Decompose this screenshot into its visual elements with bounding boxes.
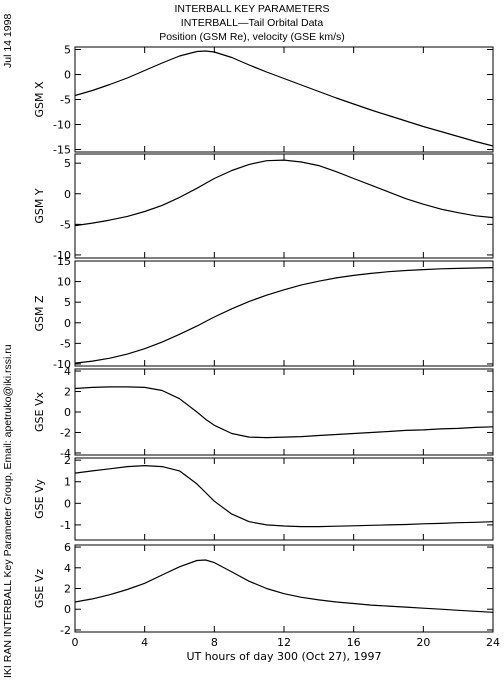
y-axis-label: GSE Vx [33, 392, 46, 432]
panel-5: 2 1 0 -1 GSE Vy [33, 454, 494, 541]
panel-frame [74, 46, 494, 153]
y-tick-label: 0 [64, 69, 71, 82]
y-tick-label: -10 [53, 249, 71, 262]
series-line [74, 465, 494, 528]
y-tick-label: 0 [64, 603, 71, 616]
x-tick-label: 12 [277, 636, 291, 649]
y-axis-label: GSM Y [33, 188, 46, 223]
y-tick-label: 0 [64, 317, 71, 330]
y-tick-label: -5 [60, 218, 71, 231]
y-tick-label: 0 [64, 497, 71, 510]
y-tick-label: -10 [53, 358, 71, 371]
panel-2: 5 0 -5 -10 GSM Y [33, 153, 494, 262]
y-tick-label: 0 [64, 188, 71, 201]
x-tick-label: 0 [72, 636, 79, 649]
series-line [74, 386, 494, 439]
y-tick-label: -15 [53, 144, 71, 157]
chart-units-subtitle: Position (GSM Re), velocity (GSE km/s) [159, 31, 345, 43]
panel-1: 5 0 -5 -10 -15 GSM X [33, 44, 494, 157]
y-tick-label: -2 [60, 426, 71, 439]
panel-6: 6 4 2 0 -2 GSE Vz [33, 541, 494, 637]
y-tick-label: 2 [64, 454, 71, 467]
y-tick-label: 4 [64, 562, 71, 575]
y-tick-label: 2 [64, 386, 71, 399]
chart-subtitle: INTERBALL—Tail Orbital Data [180, 17, 324, 29]
y-tick-label: -1 [60, 519, 71, 532]
panel-4: 4 2 0 -2 -4 GSE Vx [33, 365, 494, 460]
y-axis-label: GSE Vz [33, 569, 46, 608]
x-tick-label: 16 [347, 636, 361, 649]
x-tick-label: 4 [141, 636, 148, 649]
y-tick-label: 5 [64, 157, 71, 170]
y-axis-label: GSE Vy [33, 479, 46, 519]
panel-frame [74, 368, 494, 456]
y-tick-label: 15 [57, 255, 71, 268]
y-tick-label: -4 [60, 447, 71, 460]
y-tick-label: 1 [64, 476, 71, 489]
y-tick-label: -2 [60, 624, 71, 637]
y-tick-label: 2 [64, 583, 71, 596]
series-line [74, 267, 494, 364]
panel-3: 15 10 5 0 -5 -10 GSM Z [33, 255, 494, 371]
series-line [74, 559, 494, 613]
series-line [74, 50, 494, 147]
y-tick-label: 6 [64, 541, 71, 554]
y-tick-label: -10 [53, 119, 71, 132]
y-axis-label: GSM X [33, 81, 46, 117]
y-tick-label: 0 [64, 406, 71, 419]
y-tick-label: 4 [64, 365, 71, 378]
x-axis-label: UT hours of day 300 (Oct 27), 1997 [186, 650, 381, 663]
y-tick-label: 5 [64, 44, 71, 57]
y-tick-label: 10 [57, 276, 71, 289]
x-tick-label: 24 [486, 636, 500, 649]
x-tick-label: 8 [211, 636, 218, 649]
series-line [74, 159, 494, 227]
panel-frame [74, 544, 494, 633]
y-tick-label: -5 [60, 94, 71, 107]
x-tick-label: 20 [416, 636, 430, 649]
y-tick-label: -5 [60, 337, 71, 350]
chart-title: INTERBALL KEY PARAMETERS [174, 3, 330, 15]
y-tick-label: 5 [64, 296, 71, 309]
y-axis-label: GSM Z [33, 295, 46, 331]
panel-frame [74, 457, 494, 541]
